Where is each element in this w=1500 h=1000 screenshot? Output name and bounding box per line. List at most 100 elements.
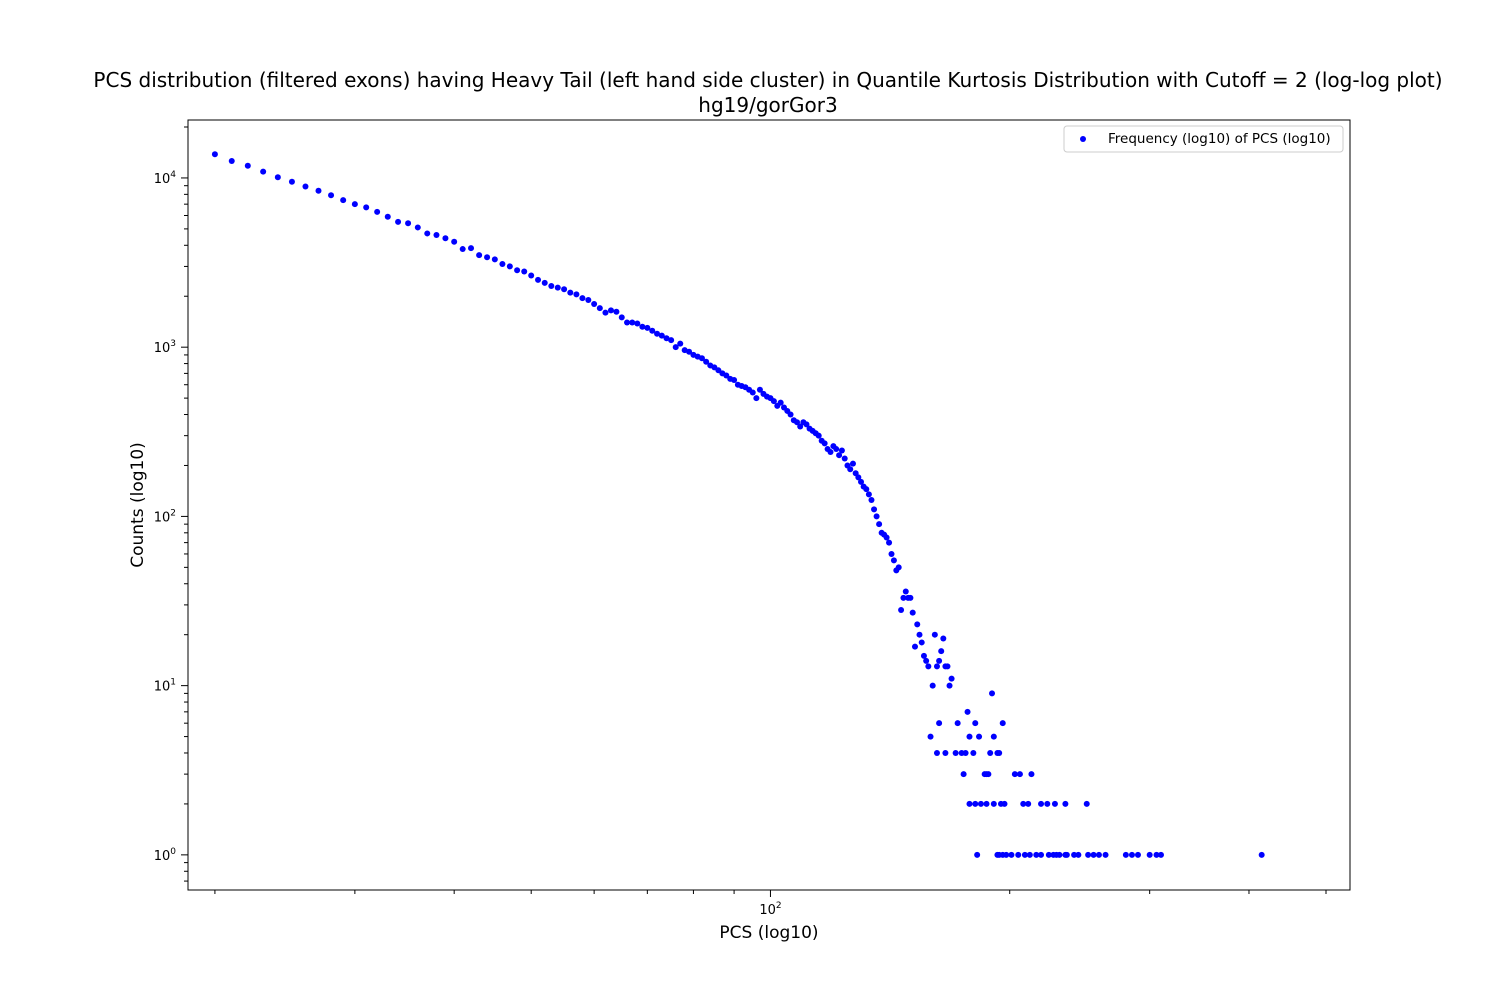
data-point <box>944 663 951 670</box>
data-point <box>883 534 890 541</box>
data-point <box>629 319 636 326</box>
data-point <box>1051 800 1058 807</box>
data-point <box>1071 851 1078 858</box>
data-point <box>1146 851 1153 858</box>
y-tick-label: 100 <box>154 847 177 864</box>
data-point <box>698 355 705 362</box>
y-tick-label: 104 <box>154 170 177 187</box>
data-point <box>686 348 693 355</box>
data-point <box>1016 771 1023 778</box>
plot-frame <box>187 119 1351 891</box>
data-point <box>1033 851 1040 858</box>
data-point <box>328 192 335 199</box>
data-point <box>787 411 794 418</box>
data-point <box>1021 851 1028 858</box>
data-point <box>433 232 440 239</box>
data-point <box>315 187 322 194</box>
data-point <box>1157 851 1164 858</box>
data-point <box>1128 851 1135 858</box>
data-point <box>554 284 561 291</box>
data-point <box>1025 800 1032 807</box>
data-point <box>340 197 347 204</box>
x-axis-ticks: 102 <box>214 890 1327 918</box>
data-point <box>211 151 218 158</box>
data-point <box>585 297 592 303</box>
data-point <box>591 300 598 307</box>
data-point <box>607 307 614 314</box>
data-point <box>871 506 878 513</box>
data-point <box>1083 800 1090 807</box>
data-point <box>596 305 603 312</box>
data-point <box>351 201 358 208</box>
data-point <box>962 749 969 756</box>
data-point <box>907 594 914 601</box>
data-point <box>395 218 402 225</box>
data-point <box>602 309 609 316</box>
data-point <box>484 254 491 261</box>
data-point <box>442 235 449 242</box>
data-point <box>756 386 763 393</box>
data-point <box>942 749 949 756</box>
data-point <box>644 324 651 331</box>
data-point <box>886 539 893 546</box>
data-point <box>1085 851 1092 858</box>
data-point <box>964 708 971 715</box>
data-point <box>468 245 475 252</box>
data-point <box>989 690 996 697</box>
data-point <box>658 332 665 339</box>
data-point <box>916 631 923 638</box>
data-point <box>925 663 932 670</box>
data-point <box>909 609 916 616</box>
data-point <box>966 733 973 740</box>
data-point <box>914 621 921 628</box>
data-points <box>211 151 1265 858</box>
data-point <box>990 733 997 740</box>
data-point <box>649 327 656 334</box>
data-point <box>902 588 909 595</box>
data-point <box>749 389 756 396</box>
data-point <box>618 314 625 321</box>
data-point <box>865 491 872 498</box>
data-point <box>990 800 997 807</box>
data-point <box>424 230 431 237</box>
data-point <box>1038 800 1045 807</box>
data-point <box>274 174 281 181</box>
data-point <box>677 340 684 347</box>
data-point <box>976 733 983 740</box>
data-point <box>476 252 483 259</box>
data-point <box>833 446 840 453</box>
data-point <box>260 168 267 175</box>
data-point <box>960 771 967 778</box>
data-point <box>451 238 458 245</box>
y-tick-label: 102 <box>154 508 176 525</box>
data-point <box>1075 851 1082 858</box>
data-point <box>898 606 905 613</box>
data-point <box>634 320 641 327</box>
data-point <box>777 399 784 406</box>
y-axis-ticks: 100 101 102 103 104 <box>154 126 188 882</box>
data-point <box>1122 851 1129 858</box>
data-point <box>668 337 675 344</box>
data-point <box>1020 800 1027 807</box>
data-point <box>927 733 934 740</box>
data-point <box>405 220 412 227</box>
data-point <box>1015 851 1022 858</box>
data-point <box>1258 851 1265 858</box>
data-point <box>1026 851 1033 858</box>
data-point <box>794 419 801 426</box>
data-point <box>972 800 979 807</box>
data-point <box>936 720 943 727</box>
data-point <box>911 643 918 650</box>
data-point <box>858 478 865 485</box>
data-point <box>1062 800 1069 807</box>
data-point <box>288 178 295 185</box>
data-point <box>561 286 568 293</box>
data-point <box>948 675 955 682</box>
data-point <box>1056 851 1063 858</box>
data-point <box>966 800 973 807</box>
data-point <box>541 279 548 286</box>
data-point <box>1008 851 1015 858</box>
data-point <box>938 648 945 655</box>
data-point <box>977 800 984 807</box>
